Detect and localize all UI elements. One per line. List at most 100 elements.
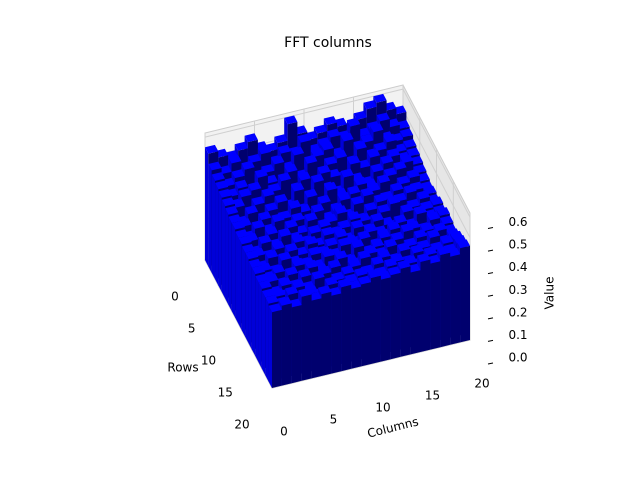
z-tick-label: 0.6 <box>508 215 527 229</box>
bar-top <box>245 250 259 260</box>
bar-top <box>363 202 378 211</box>
bar-top <box>277 172 292 182</box>
bar-front <box>321 291 332 376</box>
bar-top <box>278 296 292 306</box>
bar-top <box>350 239 365 248</box>
bar-side <box>225 208 229 305</box>
bar-top <box>413 205 427 215</box>
bar-top <box>244 133 258 143</box>
bar-top <box>327 128 341 138</box>
bar-top <box>393 105 407 115</box>
bar-top <box>318 285 332 295</box>
bar-top <box>284 266 299 276</box>
y-axis-label: Rows <box>167 361 198 375</box>
bar-top <box>406 147 420 157</box>
bar-top <box>308 246 322 256</box>
bar-top <box>347 211 361 220</box>
y-tick-label: 0 <box>171 290 179 304</box>
bar-top <box>265 249 279 259</box>
bar-top <box>363 100 377 110</box>
bar-front <box>301 294 312 381</box>
bar-top <box>357 250 371 259</box>
bar-top <box>337 237 351 247</box>
bar-top <box>403 184 417 194</box>
bar-top <box>360 187 374 197</box>
bar-top <box>406 169 420 178</box>
bar-side <box>251 267 256 356</box>
bar-top <box>377 229 391 239</box>
bar-top <box>386 148 400 157</box>
bar-top <box>304 154 318 164</box>
bar-top <box>307 224 322 234</box>
bar-top <box>426 229 441 238</box>
bar-top <box>274 193 288 203</box>
bar-top <box>225 205 239 215</box>
bar-top <box>350 196 364 205</box>
bar-top <box>387 195 401 205</box>
bar-side <box>265 297 269 382</box>
bar-top <box>353 140 367 150</box>
bar-top <box>244 205 259 214</box>
bar-top <box>341 265 355 275</box>
bar-top <box>287 199 302 209</box>
x-tick-label: 20 <box>474 377 489 391</box>
bar-top <box>320 141 334 151</box>
bar-side <box>211 174 216 280</box>
z-tick-label: 0.5 <box>508 238 527 252</box>
y-tick-label: 20 <box>234 418 249 432</box>
bar-top <box>304 259 318 269</box>
bar-top <box>413 229 427 238</box>
bar-top <box>334 228 348 238</box>
bar-top <box>334 205 348 214</box>
bar-top <box>337 192 351 201</box>
bar-top <box>321 248 335 258</box>
bar-top <box>384 238 398 248</box>
bar-top <box>373 142 387 151</box>
bar-top <box>313 124 328 134</box>
bar-front <box>371 275 381 364</box>
bar-side <box>248 261 252 350</box>
bar-top <box>354 267 368 276</box>
bar-top <box>294 125 308 135</box>
bar-top <box>291 182 305 192</box>
bar-top <box>261 288 276 298</box>
bar-top <box>278 228 292 237</box>
bar-top <box>400 223 414 232</box>
bar-top <box>384 258 398 267</box>
z-tick-label: 0.1 <box>508 328 527 342</box>
bar-front <box>291 305 302 384</box>
bar-top <box>304 188 318 198</box>
bar-top <box>268 303 282 313</box>
bar-top <box>271 288 286 297</box>
bar-top <box>248 258 262 268</box>
bar-side <box>245 252 249 344</box>
bar-top <box>383 167 397 177</box>
bar-top <box>264 202 278 212</box>
bar-front <box>351 286 362 369</box>
bar-top <box>264 226 279 235</box>
bar-top <box>297 133 311 143</box>
z-tick-label: 0.0 <box>508 351 527 365</box>
bar-top <box>400 203 414 213</box>
bar-top <box>258 280 272 289</box>
z-tick <box>487 272 494 275</box>
bar-top <box>284 163 298 173</box>
bar-top <box>390 231 404 241</box>
bar-side <box>218 191 222 292</box>
bar-front <box>361 282 371 367</box>
bar-side <box>258 282 262 369</box>
bar-top <box>456 239 470 249</box>
bar-top <box>377 249 391 259</box>
bar-top <box>393 214 407 224</box>
bar-top <box>304 236 318 245</box>
bar-top <box>383 133 397 143</box>
bar-top <box>277 144 291 154</box>
bar-top <box>327 168 341 178</box>
bar-top <box>271 264 285 274</box>
bar-top <box>258 234 272 244</box>
bar-top <box>400 154 414 163</box>
bar-top <box>251 220 265 229</box>
bar-top <box>284 219 298 228</box>
bar-top <box>366 148 381 158</box>
bar-top <box>350 219 364 229</box>
